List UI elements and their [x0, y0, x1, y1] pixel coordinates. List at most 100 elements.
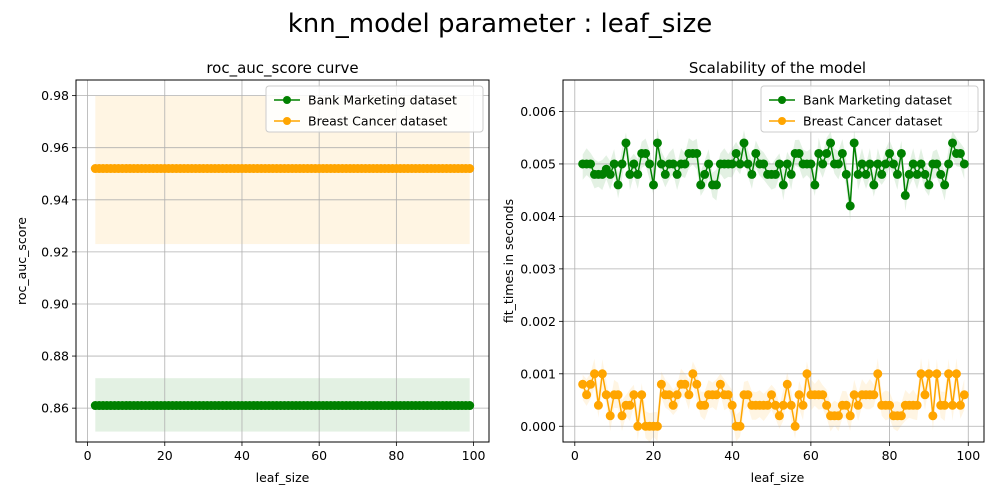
- scalability-bank-point: [645, 159, 655, 169]
- scalability-breast-point: [818, 390, 828, 400]
- scalability-breast-point: [680, 379, 690, 389]
- scalability-bank-point: [735, 159, 745, 169]
- scalability-breast-point: [637, 390, 647, 400]
- scalability-ytick-label: 0.000: [520, 419, 556, 434]
- roc-auc-ytick-label: 0.94: [41, 192, 69, 207]
- scalability-breast-point: [767, 390, 777, 400]
- scalability-legend-bank-label: Bank Marketing dataset: [803, 93, 952, 108]
- scalability-bank-point: [641, 148, 651, 158]
- scalability-breast-point: [948, 400, 958, 410]
- scalability-breast-point: [582, 390, 592, 400]
- scalability-bank-point: [896, 148, 906, 158]
- scalability-bank-point: [940, 180, 950, 190]
- scalability-bank-point: [806, 159, 816, 169]
- scalability-breast-point: [920, 390, 930, 400]
- scalability-breast-point: [932, 369, 942, 379]
- scalability-bank-point: [948, 138, 958, 148]
- scalability-bank-point: [814, 148, 824, 158]
- scalability-bank-point: [692, 148, 702, 158]
- scalability-breast-point: [944, 369, 954, 379]
- scalability-breast-point: [633, 421, 643, 431]
- roc-auc-xtick-label: 80: [388, 448, 404, 463]
- scalability-breast-point: [601, 390, 611, 400]
- roc-auc-legend-bank-label: Bank Marketing dataset: [308, 93, 457, 108]
- roc-auc-legend-box: [265, 85, 484, 133]
- scalability-bank-point: [629, 159, 639, 169]
- scalability-breast-point: [782, 379, 792, 389]
- scalability-breast-point: [629, 390, 639, 400]
- scalability-bank-point: [908, 159, 918, 169]
- scalability-legend-box: [760, 85, 979, 133]
- scalability-bank-point: [743, 159, 753, 169]
- scalability-bank-point: [810, 180, 820, 190]
- scalability-breast-point: [735, 421, 745, 431]
- scalability-bank-point: [774, 159, 784, 169]
- scalability-bank-point: [881, 159, 891, 169]
- scalability-bank-point: [586, 159, 596, 169]
- scalability-breast-point: [845, 411, 855, 421]
- scalability-bank-point: [648, 180, 658, 190]
- roc-auc-ylabel: roc_auc_score: [14, 217, 29, 305]
- scalability-breast-point: [652, 421, 662, 431]
- scalability-bank-point: [818, 159, 828, 169]
- scalability-breast-point: [743, 390, 753, 400]
- scalability-xtick-label: 80: [882, 448, 898, 463]
- scalability-bank-point: [841, 169, 851, 179]
- scalability-bank-point: [900, 190, 910, 200]
- scalability-bank-point: [625, 169, 635, 179]
- scalability-xtick-label: 40: [724, 448, 740, 463]
- roc-auc-xtick-label: 40: [234, 448, 250, 463]
- roc-auc-ytick-label: 0.90: [41, 296, 69, 311]
- scalability-breast-point: [833, 411, 843, 421]
- scalability-bank-point: [704, 159, 714, 169]
- roc-auc-ytick-label: 0.88: [41, 349, 69, 364]
- scalability-title: Scalability of the model: [689, 59, 866, 77]
- scalability-bank-point: [892, 169, 902, 179]
- roc-auc-legend-breast-label: Breast Cancer dataset: [308, 114, 448, 129]
- scalability-bank-point: [794, 148, 804, 158]
- scalability-breast-point: [896, 411, 906, 421]
- scalability-breast-point: [790, 421, 800, 431]
- scalability-bank-point: [944, 159, 954, 169]
- scalability-breast-point: [869, 390, 879, 400]
- scalability-breast-point: [912, 400, 922, 410]
- scalability-bank-point: [652, 138, 662, 148]
- scalability-axes-frame: [562, 79, 985, 443]
- scalability-bank-point: [865, 159, 875, 169]
- scalability-bank-point: [621, 138, 631, 148]
- scalability-breast-point: [684, 390, 694, 400]
- roc-auc-breast-point: [465, 164, 475, 174]
- scalability-breast-point: [656, 379, 666, 389]
- scalability-ylabel: fit_times in seconds: [501, 199, 516, 323]
- scalability-bank-point: [782, 159, 792, 169]
- scalability-breast-point: [916, 369, 926, 379]
- scalability-bank-point: [668, 159, 678, 169]
- roc-auc-xtick-label: 100: [462, 448, 486, 463]
- scalability-legend-breast-label: Breast Cancer dataset: [803, 114, 943, 129]
- scalability-bank-point: [727, 159, 737, 169]
- roc-auc-ytick-label: 0.96: [41, 140, 69, 155]
- scalability-bank-point: [633, 169, 643, 179]
- scalability-breast-point: [625, 400, 635, 410]
- scalability-xtick-label: 60: [803, 448, 819, 463]
- scalability-breast-point: [940, 400, 950, 410]
- scalability-bank-point: [609, 159, 619, 169]
- scalability-bank-point: [845, 201, 855, 211]
- scalability-breast-point: [849, 390, 859, 400]
- scalability-breast-point: [928, 411, 938, 421]
- scalability-breast-point: [688, 369, 698, 379]
- scalability-bank-point: [605, 169, 615, 179]
- scalability-breast-point: [586, 379, 596, 389]
- scalability-bank-point: [904, 169, 914, 179]
- scalability-xlabel: leaf_size: [751, 470, 805, 485]
- scalability-ytick-label: 0.006: [520, 104, 556, 119]
- roc-auc-xtick-label: 20: [157, 448, 173, 463]
- roc-auc-panel: roc_auc_score curve leaf_size roc_auc_sc…: [14, 59, 490, 485]
- scalability-breast-point: [853, 400, 863, 410]
- scalability-bank-point: [759, 159, 769, 169]
- roc-auc-legend-breast-marker: [283, 117, 291, 125]
- scalability-breast-point: [955, 400, 965, 410]
- scalability-breast-point: [798, 400, 808, 410]
